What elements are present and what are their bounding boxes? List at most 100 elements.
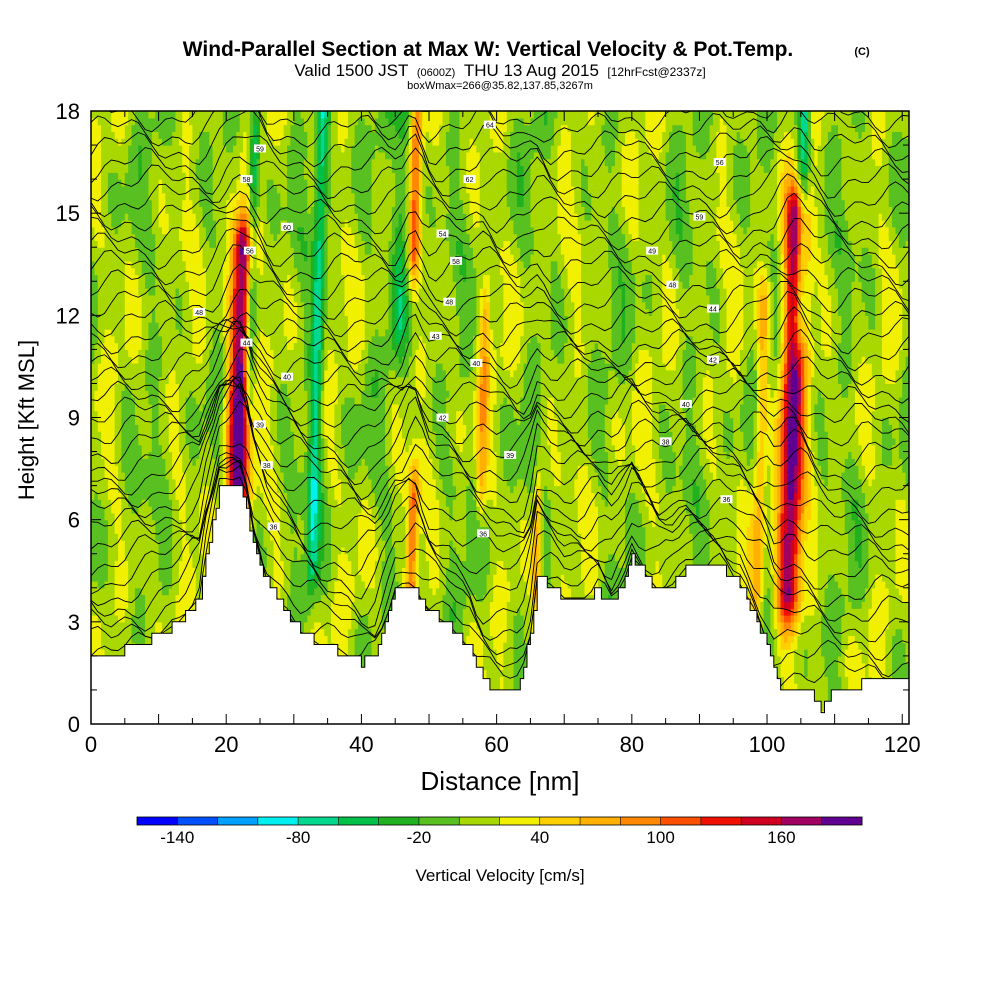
velocity-cell <box>107 131 112 139</box>
velocity-cell <box>192 260 197 269</box>
velocity-cell <box>131 213 136 221</box>
velocity-cell <box>128 308 133 316</box>
velocity-cell <box>121 111 126 119</box>
velocity-cell <box>91 478 95 487</box>
velocity-cell <box>97 403 102 412</box>
velocity-cell <box>97 458 102 466</box>
velocity-cell <box>104 519 109 528</box>
velocity-cell <box>111 322 116 330</box>
velocity-cell <box>97 226 102 235</box>
velocity-cell <box>107 465 112 473</box>
velocity-cell <box>128 444 133 453</box>
velocity-cell <box>124 240 129 248</box>
velocity-cell <box>104 328 109 337</box>
velocity-cell <box>111 594 116 602</box>
velocity-cell <box>97 567 102 575</box>
velocity-cell <box>94 267 99 276</box>
velocity-cell <box>101 410 106 419</box>
velocity-cell <box>192 458 197 466</box>
velocity-cell <box>131 478 136 487</box>
velocity-cell <box>114 158 119 167</box>
velocity-cell <box>118 274 123 282</box>
velocity-cell <box>107 574 112 582</box>
velocity-cell <box>121 267 126 276</box>
velocity-cell <box>94 138 99 146</box>
velocity-cell <box>192 540 197 548</box>
velocity-cell <box>131 199 136 207</box>
velocity-cell <box>101 506 106 514</box>
velocity-cell <box>107 383 112 391</box>
velocity-cell <box>121 247 126 255</box>
velocity-cell <box>97 131 102 139</box>
velocity-cell <box>128 526 133 534</box>
velocity-cell <box>97 192 102 201</box>
velocity-cell <box>118 254 123 262</box>
velocity-cell <box>107 424 112 432</box>
velocity-cell <box>111 219 116 228</box>
velocity-cell <box>131 219 136 228</box>
velocity-cell <box>104 213 109 221</box>
velocity-cell <box>104 165 109 173</box>
velocity-cell <box>111 369 116 378</box>
velocity-cell <box>101 560 106 568</box>
velocity-cell <box>114 111 119 119</box>
velocity-cell <box>114 526 119 534</box>
velocity-cell <box>91 233 95 242</box>
velocity-cell <box>131 356 136 364</box>
velocity-cell <box>94 151 99 160</box>
velocity-cell <box>118 553 123 562</box>
velocity-cell <box>111 165 116 173</box>
velocity-cell <box>111 642 116 650</box>
velocity-cell <box>94 158 99 167</box>
velocity-cell <box>111 179 116 187</box>
velocity-cell <box>101 546 106 555</box>
velocity-cell <box>107 628 112 637</box>
velocity-cell <box>104 437 109 446</box>
velocity-cell <box>124 213 129 221</box>
velocity-cell <box>192 233 197 242</box>
velocity-cell <box>107 335 112 344</box>
velocity-cell <box>104 206 109 214</box>
velocity-cell <box>121 328 126 337</box>
velocity-cell <box>91 185 95 194</box>
velocity-cell <box>111 288 116 296</box>
velocity-cell <box>94 390 99 398</box>
velocity-cell <box>107 642 112 650</box>
velocity-cell <box>91 506 95 514</box>
velocity-cell <box>111 506 116 514</box>
velocity-cell <box>121 315 126 323</box>
velocity-cell <box>131 594 136 602</box>
velocity-cell <box>91 199 95 207</box>
velocity-cell <box>111 172 116 180</box>
velocity-cell <box>104 397 109 405</box>
velocity-cell <box>118 615 123 623</box>
velocity-cell <box>107 506 112 514</box>
velocity-cell <box>97 580 102 589</box>
velocity-cell <box>94 560 99 568</box>
velocity-cell <box>94 642 99 650</box>
velocity-cell <box>118 213 123 221</box>
velocity-cell <box>111 574 116 582</box>
velocity-cell <box>94 165 99 173</box>
velocity-cell <box>94 465 99 473</box>
velocity-cell <box>124 335 129 344</box>
velocity-cell <box>97 274 102 282</box>
velocity-cell <box>104 533 109 541</box>
velocity-cell <box>114 642 119 650</box>
velocity-cell <box>131 526 136 534</box>
velocity-cell <box>124 608 129 616</box>
velocity-cell <box>101 294 106 303</box>
velocity-cell <box>128 437 133 446</box>
velocity-cell <box>97 628 102 637</box>
velocity-cell <box>118 540 123 548</box>
velocity-cell <box>128 335 133 344</box>
velocity-cell <box>101 145 106 153</box>
velocity-cell <box>121 158 126 167</box>
velocity-cell <box>101 471 106 480</box>
subtitle-zulu: (0600Z) <box>417 67 456 79</box>
velocity-cell <box>101 213 106 221</box>
velocity-cell <box>192 254 197 262</box>
velocity-cell <box>104 363 109 371</box>
velocity-cell <box>114 240 119 248</box>
velocity-cell <box>101 553 106 562</box>
